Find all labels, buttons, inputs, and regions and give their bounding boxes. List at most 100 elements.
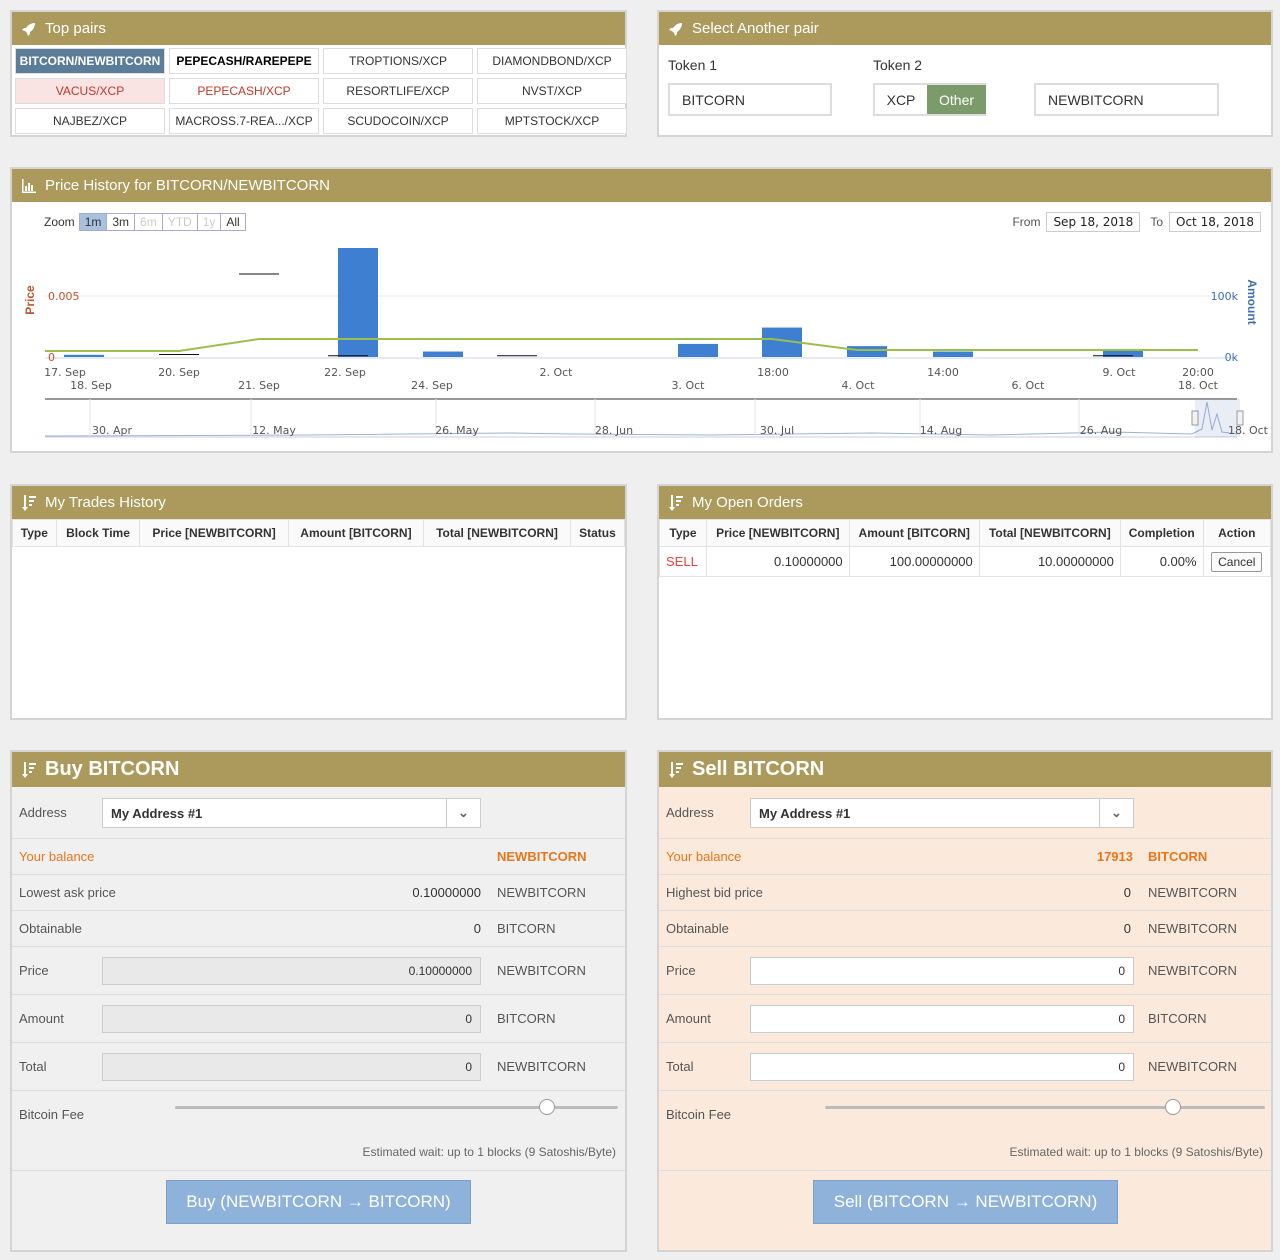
buy-price-row: Price 0.10000000 NEWBITCORN (12, 947, 625, 995)
token2-toggle: XCP Other (873, 83, 987, 116)
buy-address-row: Address My Address #1 ⌄ (12, 787, 625, 839)
buy-header: Buy BITCORN (12, 752, 625, 787)
zoom-1m-button[interactable]: 1m (78, 213, 108, 231)
orders-column-header[interactable]: Type (659, 519, 707, 547)
amount-tick: 100k (1211, 290, 1239, 303)
token2-option-other[interactable]: Other (927, 85, 987, 114)
to-label: To (1150, 215, 1163, 229)
pair-button[interactable]: SCUDOCOIN/XCP (323, 108, 473, 134)
trades-column-header[interactable]: Total [NEWBITCORN] (423, 519, 571, 547)
pair-button[interactable]: PEPECASH/XCP (169, 78, 319, 104)
trades-column-header[interactable]: Type (12, 519, 57, 547)
buy-lowest-ask-label: Lowest ask price (19, 885, 116, 900)
buy-fee-row: Bitcoin Fee Estimated wait: up to 1 bloc… (12, 1091, 625, 1171)
zoom-label: Zoom (44, 215, 75, 229)
pair-button[interactable]: MACROSS.7-REA.../XCP (169, 108, 319, 134)
buy-price-unit: NEWBITCORN (497, 963, 586, 978)
price-tick: 0.005 (48, 290, 80, 303)
sell-address-label: Address (666, 805, 714, 820)
buy-price-input[interactable]: 0.10000000 (102, 957, 481, 985)
chevron-down-icon: ⌄ (446, 799, 480, 827)
sell-fee-row: Bitcoin Fee Estimated wait: up to 1 bloc… (659, 1091, 1271, 1171)
open-orders-panel: My Open Orders Type Price [NEWBITCORN] Amo… (657, 484, 1273, 720)
buy-fee-label: Bitcoin Fee (19, 1107, 85, 1122)
pair-button[interactable]: MPTSTOCK/XCP (477, 108, 627, 134)
buy-amount-input[interactable]: 0 (102, 1005, 481, 1033)
zoom-1y-button[interactable]: 1y (196, 213, 222, 231)
pair-button[interactable]: VACUS/XCP (15, 78, 165, 104)
orders-column-header[interactable]: Action (1202, 519, 1272, 547)
trades-column-header[interactable]: Block Time (55, 519, 141, 547)
token2-label: Token 2 (873, 57, 923, 73)
sell-balance-label: Your balance (666, 849, 742, 864)
sell-highest-bid-unit: NEWBITCORN (1148, 885, 1237, 900)
zoom-ytd-button[interactable]: YTD (161, 213, 198, 231)
orders-column-header[interactable]: Amount [BITCORN] (848, 519, 980, 547)
sell-fee-label: Bitcoin Fee (666, 1107, 732, 1122)
trades-column-header[interactable]: Status (569, 519, 626, 547)
sell-amount-input[interactable]: 0 (750, 1005, 1134, 1033)
trades-column-header[interactable]: Price [NEWBITCORN] (139, 519, 289, 547)
pair-button[interactable]: PEPECASH/RAREPEPE (169, 48, 319, 74)
navigator-tick: 26. Aug (1080, 424, 1122, 437)
pair-button[interactable]: RESORTLIFE/XCP (323, 78, 473, 104)
sell-balance-unit: BITCORN (1148, 849, 1208, 864)
zoom-6m-button[interactable]: 6m (134, 213, 163, 231)
pair-button[interactable]: DIAMONDBOND/XCP (477, 48, 627, 74)
sell-fee-slider-knob[interactable] (1164, 1099, 1181, 1115)
trades-column-header[interactable]: Amount [BITCORN] (287, 519, 425, 547)
token1-label: Token 1 (668, 57, 718, 73)
buy-obtainable-label: Obtainable (19, 921, 82, 936)
navigator-tick: 14. Aug (920, 424, 962, 437)
price-history-header: Price History for BITCORN/NEWBITCORN (12, 169, 1271, 202)
buy-fee-slider-knob[interactable] (539, 1099, 556, 1115)
sell-submit-button[interactable]: Sell (BITCORN → NEWBITCORN) (813, 1180, 1118, 1224)
buy-balance-label: Your balance (19, 849, 95, 864)
buy-address-label: Address (19, 805, 67, 820)
zoom-all-button[interactable]: All (220, 213, 246, 231)
orders-column-header[interactable]: Completion (1119, 519, 1204, 547)
sell-total-input[interactable]: 0 (750, 1053, 1134, 1081)
token2-option-xcp[interactable]: XCP (886, 91, 916, 108)
pair-button[interactable]: NVST/XCP (477, 78, 627, 104)
order-amount-cell: 100.00000000 (848, 546, 980, 577)
token1-input[interactable]: BITCORN (668, 83, 832, 116)
orders-column-header[interactable]: Price [NEWBITCORN] (705, 519, 850, 547)
pair-button[interactable]: NAJBEZ/XCP (15, 108, 165, 134)
cancel-order-button[interactable]: Cancel (1211, 552, 1263, 572)
buy-submit-button[interactable]: Buy (NEWBITCORN → BITCORN) (166, 1180, 471, 1224)
buy-fee-slider-track[interactable] (175, 1106, 618, 1109)
token2-input[interactable]: NEWBITCORN (1034, 83, 1219, 116)
x-axis-tick: 9. Oct (1102, 366, 1136, 379)
rocket-icon (667, 20, 685, 38)
sell-obtainable-unit: NEWBITCORN (1148, 921, 1237, 936)
navigator-tick: 26. May (435, 424, 479, 437)
pair-button[interactable]: BITCORN/NEWBITCORN (15, 48, 165, 74)
navigator-series (44, 401, 1238, 437)
x-axis-tick: 2. Oct (539, 366, 573, 379)
sell-price-input[interactable]: 0 (750, 957, 1134, 985)
trades-history-table: Type Block Time Price [NEWBITCORN] Amount [… (12, 519, 626, 547)
buy-address-select[interactable]: My Address #1 ⌄ (102, 798, 481, 828)
buy-total-input[interactable]: 0 (102, 1053, 481, 1081)
sell-balance-value: 17913 (1096, 849, 1133, 864)
price-history-chart[interactable]: Price Amount 0 0.005 0k 100k 17. Sep 20. Sep 22.… (12, 204, 1271, 452)
price-history-title: Price History for BITCORN/NEWBITCORN (45, 177, 331, 194)
pair-button[interactable]: TROPTIONS/XCP (323, 48, 473, 74)
amount-bar (678, 343, 718, 357)
sell-price-row: Price 0 NEWBITCORN (659, 947, 1271, 995)
order-total-cell: 10.00000000 (978, 546, 1121, 577)
to-date-input[interactable]: Oct 18, 2018 (1169, 212, 1261, 232)
from-date-input[interactable]: Sep 18, 2018 (1046, 212, 1141, 232)
sell-highest-bid-row: Highest bid price 0 NEWBITCORN (659, 875, 1271, 911)
sell-fee-estimate: Estimated wait: up to 1 blocks (9 Satosh… (1009, 1145, 1263, 1159)
buy-lowest-ask-unit: NEWBITCORN (497, 885, 586, 900)
x-axis-tick: 6. Oct (1011, 379, 1045, 392)
orders-column-header[interactable]: Total [NEWBITCORN] (978, 519, 1121, 547)
sell-fee-slider-track[interactable] (825, 1106, 1265, 1109)
sell-address-select[interactable]: My Address #1 ⌄ (750, 798, 1134, 828)
sort-icon (20, 761, 38, 779)
amount-bar (1103, 349, 1143, 357)
x-axis-tick: 21. Sep (238, 379, 280, 392)
buy-total-label: Total (19, 1059, 47, 1074)
